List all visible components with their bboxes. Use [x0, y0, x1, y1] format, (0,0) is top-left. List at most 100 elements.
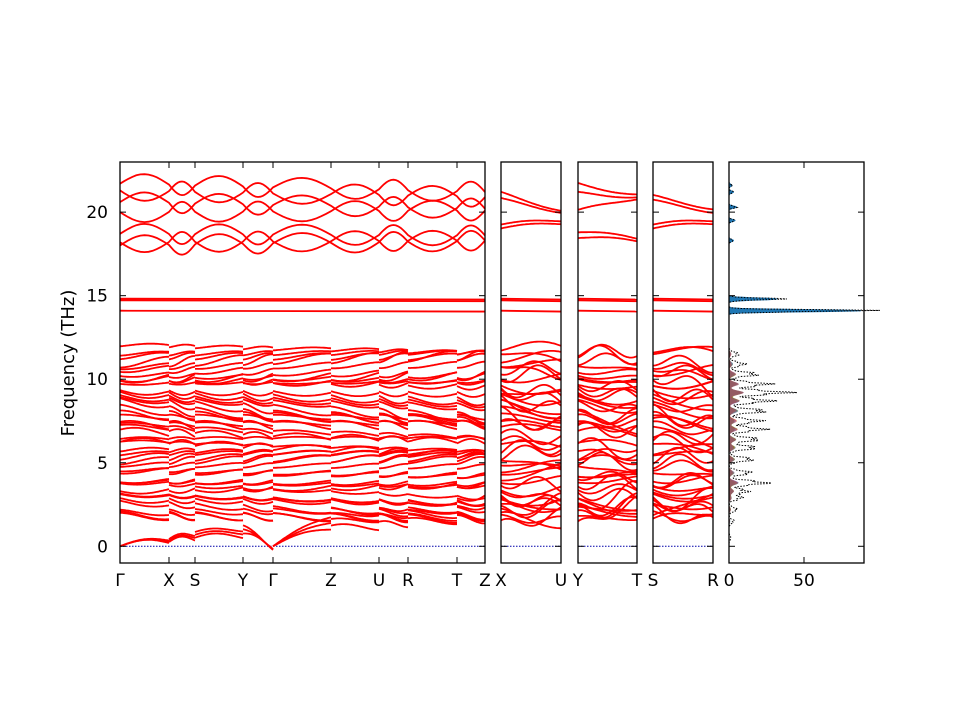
band-line: [456, 399, 486, 409]
band-line: [119, 389, 170, 396]
band-line: [407, 506, 458, 514]
band-line: [194, 453, 244, 462]
y-tick-label: 20: [86, 203, 108, 223]
band-line: [456, 472, 486, 480]
band-line: [378, 352, 409, 361]
band-line: [168, 391, 196, 400]
band-line: [273, 462, 331, 469]
band-line: [272, 454, 332, 463]
band-line: [194, 395, 244, 404]
x-tick-label: S: [190, 571, 201, 591]
band-line: [500, 462, 562, 468]
band-line: [168, 510, 195, 521]
panel-frame: [577, 161, 638, 564]
band-line: [407, 453, 458, 463]
band-line: [378, 349, 409, 356]
band-line: [194, 366, 244, 375]
band-line: [500, 474, 562, 486]
band-line: [169, 461, 195, 468]
x-tick-label: Γ: [115, 571, 125, 591]
band-line: [577, 190, 637, 199]
band-line: [272, 393, 332, 403]
band-line: [242, 427, 274, 435]
band-line: [652, 403, 714, 427]
band-line: [378, 447, 409, 456]
band-line: [456, 451, 486, 460]
band-line: [378, 480, 409, 487]
band-line: [652, 400, 713, 420]
band-line: [652, 493, 714, 517]
dos-panel: [728, 178, 880, 547]
band-line: [272, 469, 332, 477]
x-tick-label: T: [451, 571, 463, 591]
band-line: [652, 390, 714, 400]
band-line: [194, 532, 244, 539]
band-line: [456, 360, 486, 369]
band-line: [408, 513, 457, 524]
band-line: [500, 459, 561, 474]
band-line: [119, 394, 170, 403]
band-line: [195, 410, 243, 423]
band-line: [500, 350, 562, 364]
band-line: [119, 493, 170, 499]
x-tick-label: Z: [325, 571, 337, 591]
band-line: [408, 409, 457, 423]
band-line: [500, 435, 562, 451]
band-line: [330, 497, 380, 504]
band-line: [407, 493, 458, 499]
band-line: [577, 374, 638, 380]
band-line: [273, 361, 332, 370]
band-line: [378, 483, 409, 488]
band-line: [456, 350, 486, 356]
axis-labels: Frequency (THz) Γ X S Y Γ Z U R T Z X U Y T S R05101520…: [58, 203, 815, 591]
flat-band-line: [577, 309, 638, 313]
band-line: [578, 231, 638, 240]
band-line: [119, 342, 170, 348]
band-line: [272, 432, 332, 441]
band-line: [272, 479, 332, 486]
band-line: [407, 455, 458, 465]
band-line: [168, 497, 196, 505]
band-line: [168, 455, 196, 466]
band-line: [378, 371, 409, 382]
band-line: [194, 486, 244, 494]
band-line: [331, 411, 380, 424]
band-line: [119, 390, 170, 399]
band-line: [168, 397, 196, 406]
band-line: [242, 469, 274, 477]
band-line: [378, 370, 409, 379]
band-line: [194, 436, 244, 441]
band-line: [330, 430, 380, 437]
band-line: [168, 467, 196, 476]
band-line: [119, 478, 170, 485]
band-line: [119, 488, 170, 495]
band-line: [194, 508, 244, 516]
band-line: [242, 497, 274, 505]
band-line: [577, 487, 638, 502]
band-panels: [119, 173, 714, 551]
band-line: [242, 443, 274, 447]
band-line: [272, 488, 332, 493]
band-line: [500, 384, 562, 399]
band-line: [577, 368, 638, 376]
band-line: [457, 411, 486, 425]
band-line: [194, 527, 244, 533]
band-line: [242, 503, 274, 513]
band-line: [577, 470, 638, 484]
band-line: [456, 481, 486, 487]
band-line: [330, 454, 380, 464]
band-line: [407, 517, 457, 526]
band-line: [652, 364, 714, 377]
y-tick-label: 0: [97, 537, 108, 557]
band-line: [272, 399, 332, 408]
band-line: [652, 433, 714, 454]
band-line: [407, 509, 457, 519]
band-line: [330, 380, 380, 388]
band-line: [500, 388, 562, 403]
band-line: [194, 497, 244, 505]
band-line: [456, 384, 486, 391]
band-line: [194, 421, 244, 428]
band-line: [272, 528, 331, 548]
band-line: [378, 449, 409, 456]
band-line: [168, 452, 196, 462]
